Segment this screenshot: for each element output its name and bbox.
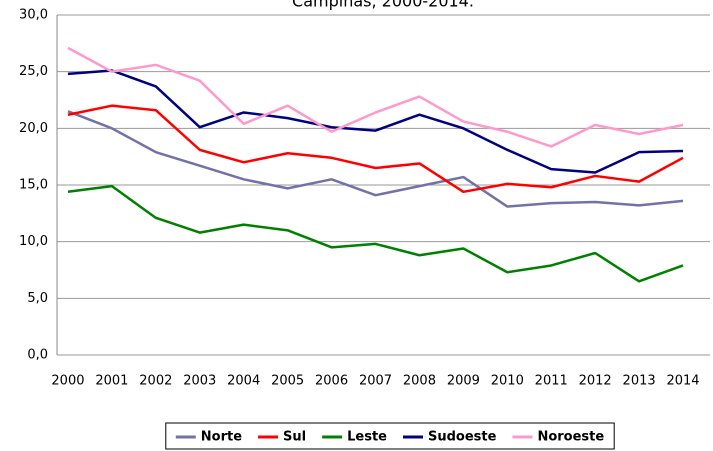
x-tick-label: 2002 <box>139 374 172 389</box>
legend-label: Norte <box>201 430 242 445</box>
x-tick-label: 2014 <box>666 374 699 389</box>
y-tick-label: 20,0 <box>19 121 48 136</box>
y-tick-label: 5,0 <box>27 291 48 306</box>
y-tick-label: 0,0 <box>27 348 48 363</box>
x-tick-label: 2012 <box>579 374 612 389</box>
x-tick-label: 2005 <box>271 374 304 389</box>
y-tick-label: 30,0 <box>19 8 48 23</box>
y-tick-label: 10,0 <box>19 234 48 249</box>
x-tick-label: 2013 <box>623 374 656 389</box>
x-tick-label: 2010 <box>491 374 524 389</box>
x-tick-label: 2000 <box>51 374 84 389</box>
chart-title: Campinas, 2000-2014. <box>292 0 474 11</box>
legend-box <box>165 422 615 450</box>
x-tick-label: 2004 <box>227 374 260 389</box>
y-tick-label: 25,0 <box>19 64 48 79</box>
x-tick-label: 2009 <box>447 374 480 389</box>
x-tick-label: 2006 <box>315 374 348 389</box>
legend-label: Sul <box>283 430 306 445</box>
legend-label: Sudoeste <box>428 430 497 445</box>
x-tick-label: 2003 <box>183 374 216 389</box>
y-tick-label: 15,0 <box>19 178 48 193</box>
series-line <box>67 184 684 283</box>
x-tick-label: 2008 <box>403 374 436 389</box>
x-tick-label: 2011 <box>535 374 568 389</box>
x-tick-label: 2007 <box>359 374 392 389</box>
series-line <box>67 46 684 148</box>
legend-label: Leste <box>347 430 387 445</box>
series-line <box>67 110 684 208</box>
legend-label: Noroeste <box>537 430 604 445</box>
series-line <box>67 69 684 174</box>
series-line <box>67 104 684 194</box>
x-tick-label: 2001 <box>95 374 128 389</box>
